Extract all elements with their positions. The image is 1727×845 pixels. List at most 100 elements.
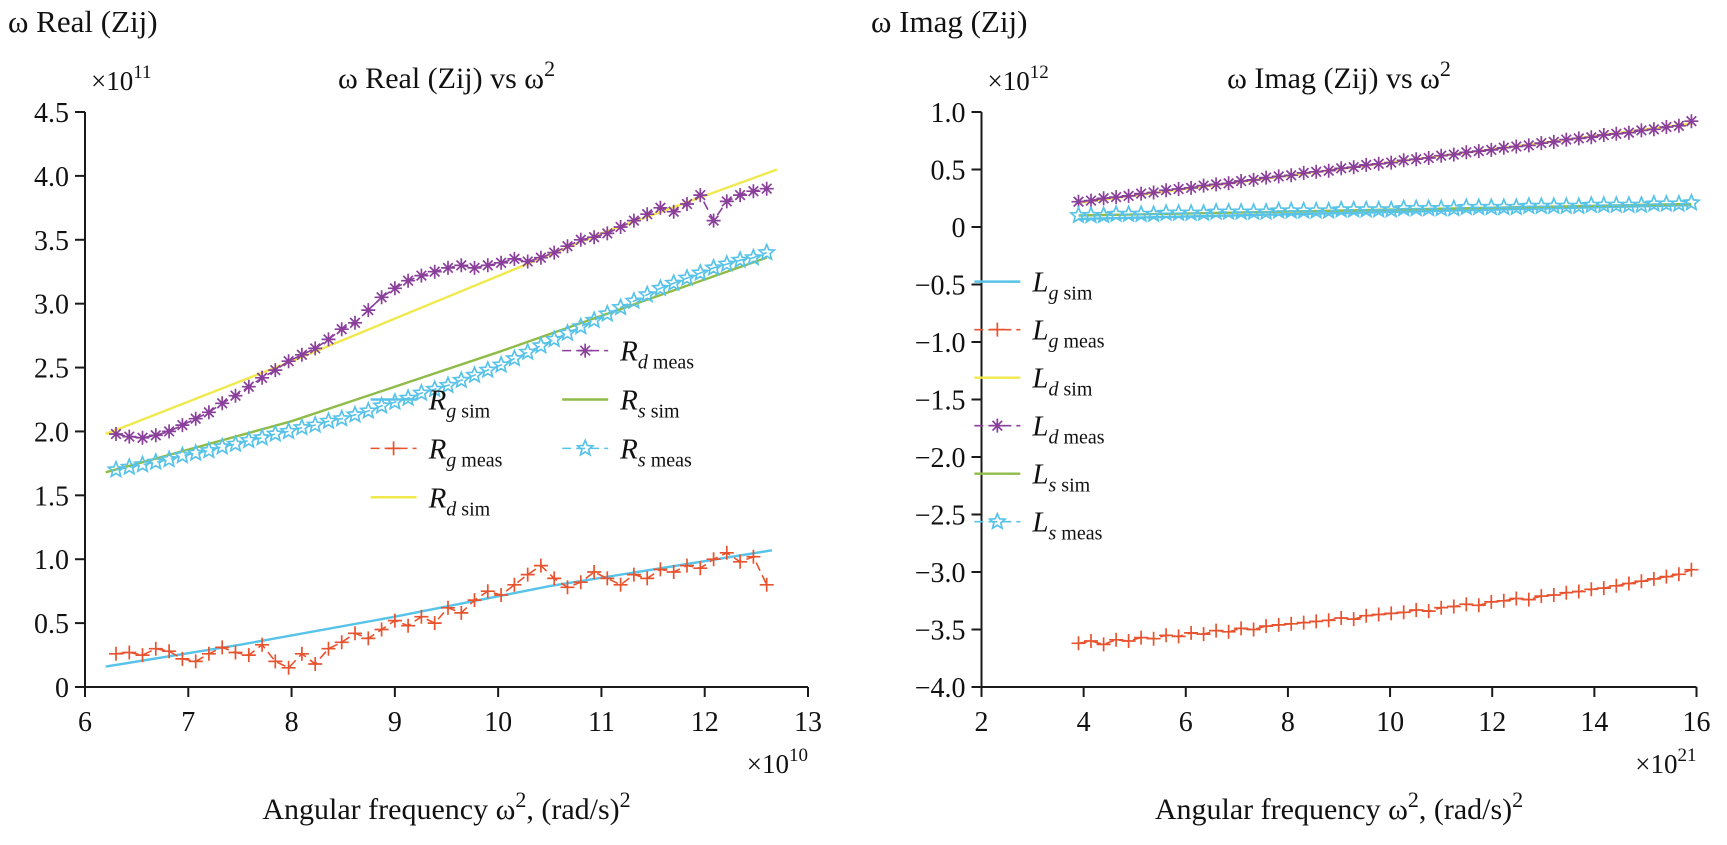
chart-title: ω Imag (Zij) vs ω2 [1227,56,1451,95]
y-tick-label: 2.0 [34,417,69,448]
star-markers [106,242,777,479]
y-axis-multiplier: ×1011 [91,62,152,96]
series-Lg-meas [1071,562,1699,652]
legend-label: Rs sim [619,385,680,423]
asterisk-markers [109,181,774,445]
x-tick-label: 10 [484,707,512,738]
x-tick-label: 2 [975,707,989,738]
legend-label: Ls sim [1031,459,1090,497]
axes: 6 7 8 9 10 11 12 13 0 0.5 1.0 1.5 2.0 2.5 3.0 3.5 4.0 4.5 [34,98,822,738]
x-tick-label: 6 [78,707,92,738]
x-axis-label: Angular frequency ω2, (rad/s)2 [262,787,630,826]
legend-sample-marker [990,418,1005,433]
legend-item-Rd-meas: Rd meas [562,336,694,374]
y-tick-label: 0.5 [931,156,966,187]
y-tick-label: −2.5 [915,501,966,532]
y-axis-multiplier: ×1012 [988,62,1049,96]
y-tick-label: 1.0 [34,545,69,576]
legend-label: Ls meas [1031,507,1102,545]
legend-label: Ld meas [1031,411,1104,449]
legend-item-Rg-meas: Rg meas [370,433,503,471]
legend: Rd meas Rg sim Rs sim Rg meas Rs meas Rd sim [370,336,694,520]
legend-item-Lg-meas: Lg meas [974,315,1105,353]
legend-label: Rg sim [428,385,491,423]
legend-label: Rd meas [619,336,694,374]
x-tick-label: 8 [285,707,299,738]
legend-sample-marker [578,343,593,358]
y-tick-label: −2.0 [915,443,966,474]
legend-label: Rg meas [428,433,503,471]
plus-markers [1071,562,1699,652]
y-tick-label: 4.5 [34,98,69,129]
x-tick-label: 8 [1281,707,1295,738]
y-tick-label: 3.0 [34,290,69,321]
x-tick-label: 10 [1376,707,1404,738]
legend-item-Rg-sim: Rg sim [370,385,491,423]
x-axis-multiplier: ×1010 [747,745,808,779]
series-line [115,551,768,669]
legend-item-Ls-meas: Ls meas [974,507,1103,545]
asterisk-markers [1071,114,1699,209]
y-tick-label: −3.0 [915,558,966,589]
legend-item-Ld-meas: Ld meas [974,411,1105,449]
x-tick-label: 12 [691,707,719,738]
legend-sample-marker [990,322,1005,337]
series-Rs-meas [106,242,777,479]
series-Rd-meas [109,181,774,445]
x-tick-label: 6 [1179,707,1193,738]
legend-sample-marker [386,441,401,456]
y-axis-corner-label-real: ω Real (Zij) [8,4,158,39]
legend-label: Lg sim [1031,267,1092,305]
legend: Lg sim Lg meas Ld sim Ld meas Ls sim Ls meas [974,267,1105,545]
axes: 2 4 6 8 10 12 14 16 −4.0 −3.5 −3.0 −2.5 −2.0 −1.5 −1.0… [915,98,1711,738]
legend-label: Rs meas [619,433,692,471]
y-tick-label: 1.5 [34,481,69,512]
y-tick-label: 2.5 [34,354,69,385]
series-line [105,549,773,668]
chart-panel-imag: ω Imag (Zij) 2 4 6 8 10 12 14 16 −4.0 −3.5 −3.0 −2.… [863,0,1727,845]
legend-sample-marker [987,511,1008,531]
series-Rg-sim [105,549,773,668]
series-line [1078,204,1692,221]
x-axis-multiplier: ×1021 [1635,745,1696,779]
chart-svg-real: 6 7 8 9 10 11 12 13 0 0.5 1.0 1.5 2.0 2.5 3.0 3.5 4.0 4.5… [34,56,822,826]
legend-item-Lg-sim: Lg sim [974,267,1093,305]
series-Lg-sim [1078,204,1692,221]
y-tick-label: −3.5 [915,616,966,647]
y-tick-label: −1.5 [915,386,966,417]
x-tick-label: 9 [388,707,402,738]
x-tick-label: 16 [1683,707,1711,738]
legend-sample-marker [575,438,595,457]
y-tick-label: −1.0 [915,328,966,359]
x-tick-label: 11 [588,707,615,738]
legend-item-Ld-sim: Ld sim [974,363,1093,401]
y-tick-label: 0.5 [34,609,69,640]
series-line [1078,202,1692,217]
series-line [1078,568,1692,646]
series-Ld-meas [1071,114,1699,209]
x-tick-label: 4 [1077,707,1091,738]
y-tick-label: 0 [952,213,966,244]
y-tick-label: 0 [55,673,69,704]
series-Rg-meas [109,545,774,675]
legend-label: Ld sim [1031,363,1092,401]
x-axis-label: Angular frequency ω2, (rad/s)2 [1155,787,1523,826]
x-tick-label: 7 [181,707,195,738]
plus-markers [109,545,774,675]
x-tick-label: 13 [794,707,822,738]
star-markers [1068,192,1702,224]
y-tick-label: −0.5 [915,271,966,302]
chart-svg-imag: 2 4 6 8 10 12 14 16 −4.0 −3.5 −3.0 −2.5 −2.0 −1.5 −1.0… [915,56,1711,826]
series-Ls-meas [1068,192,1702,224]
y-axis-corner-label-imag: ω Imag (Zij) [871,4,1028,39]
legend-item-Rd-sim: Rd sim [370,482,491,520]
x-tick-label: 12 [1478,707,1506,738]
y-tick-label: 4.0 [34,162,69,193]
y-tick-label: 3.5 [34,226,69,257]
legend-item-Ls-sim: Ls sim [974,459,1091,497]
legend-item-Rs-sim: Rs sim [562,385,680,423]
y-tick-label: 1.0 [931,98,966,129]
legend-item-Rs-meas: Rs meas [562,433,692,471]
x-tick-label: 14 [1580,707,1608,738]
